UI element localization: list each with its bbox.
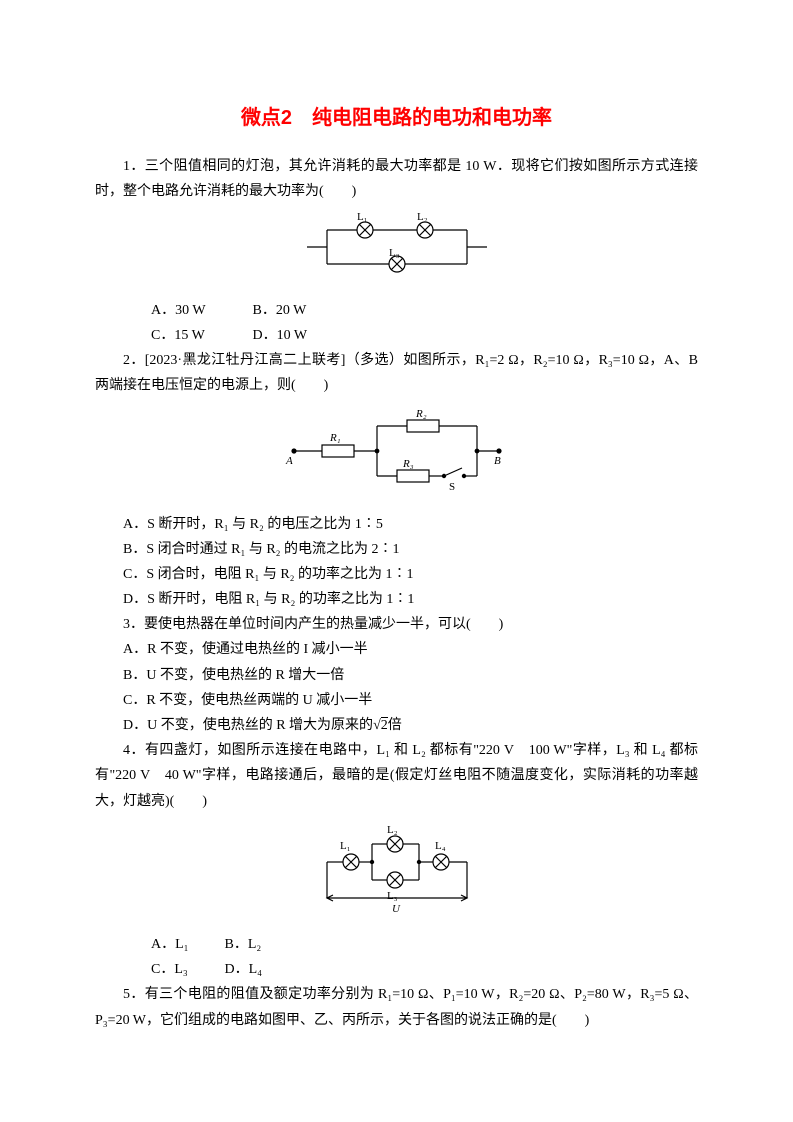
q1-optD: D．10 W bbox=[225, 323, 323, 348]
svg-text:U: U bbox=[392, 903, 401, 915]
q4-options-row2: C．L₃ D．L₄ bbox=[95, 957, 698, 982]
q3-optD: D．U 不变，使电热丝的 R 增大为原来的√2倍 bbox=[95, 713, 698, 738]
q3-stem: 3．要使电热器在单位时间内产生的热量减少一半，可以( ) bbox=[95, 612, 698, 637]
q4-optB: B．L₂ bbox=[197, 932, 267, 957]
svg-text:R₃: R₃ bbox=[402, 458, 414, 470]
q1-optA: A．30 W bbox=[123, 298, 221, 323]
svg-text:L₁: L₁ bbox=[340, 840, 351, 852]
svg-text:L₃: L₃ bbox=[389, 247, 400, 259]
q2-optD: D．S 断开时，电阻 R₁ 与 R₂ 的功率之比为 1∶1 bbox=[95, 587, 698, 612]
svg-text:L₄: L₄ bbox=[435, 840, 446, 852]
q3-optD-post: 倍 bbox=[388, 718, 402, 733]
svg-text:B: B bbox=[494, 455, 501, 467]
q1-stem: 1．三个阻值相同的灯泡，其允许消耗的最大功率都是 10 W．现将它们按如图所示方… bbox=[95, 154, 698, 204]
q1-figure: L₁ L₂ L₃ bbox=[95, 212, 698, 291]
q1-optB: B．20 W bbox=[225, 298, 323, 323]
q1-options-row1: A．30 W B．20 W bbox=[95, 298, 698, 323]
q2-stem: 2．[2023·黑龙江牡丹江高二上联考]（多选）如图所示，R₁=2 Ω，R₂=1… bbox=[95, 348, 698, 398]
q5-stem: 5．有三个电阻的阻值及额定功率分别为 R₁=10 Ω、P₁=10 W，R₂=20… bbox=[95, 982, 698, 1032]
svg-text:S: S bbox=[449, 481, 455, 493]
q3-optD-sqrt: 2 bbox=[381, 717, 388, 733]
svg-text:L₂: L₂ bbox=[387, 824, 398, 836]
section-title: 微点2 纯电阻电路的电功和电功率 bbox=[95, 100, 698, 136]
circuit-four-lamps-icon: L₁ L₂ L₃ L₄ U bbox=[307, 822, 487, 917]
q4-optA: A．L₁ bbox=[123, 932, 193, 957]
q2-figure: A B R₁ R₂ R₃ S bbox=[95, 406, 698, 505]
q2-optA: A．S 断开时，R₁ 与 R₂ 的电压之比为 1∶5 bbox=[95, 512, 698, 537]
q1-options-row2: C．15 W D．10 W bbox=[95, 323, 698, 348]
svg-text:L₂: L₂ bbox=[417, 212, 428, 223]
svg-text:L₁: L₁ bbox=[357, 212, 368, 223]
q2-optB: B．S 闭合时通过 R₁ 与 R₂ 的电流之比为 2∶1 bbox=[95, 537, 698, 562]
q3-optD-pre: D．U 不变，使电热丝的 R 增大为原来的 bbox=[123, 718, 373, 733]
q4-options-row1: A．L₁ B．L₂ bbox=[95, 932, 698, 957]
q4-optD: D．L₄ bbox=[197, 957, 267, 982]
sqrt-icon: √ bbox=[373, 718, 381, 733]
svg-text:R₁: R₁ bbox=[329, 432, 341, 444]
circuit-lamp-parallel-icon: L₁ L₂ L₃ bbox=[307, 212, 487, 282]
q4-optC: C．L₃ bbox=[123, 957, 193, 982]
svg-text:A: A bbox=[285, 455, 293, 467]
q1-optC: C．15 W bbox=[123, 323, 221, 348]
q4-stem: 4．有四盏灯，如图所示连接在电路中，L₁ 和 L₂ 都标有"220 V 100 … bbox=[95, 738, 698, 814]
q3-optA: A．R 不变，使通过电热丝的 I 减小一半 bbox=[95, 637, 698, 662]
q2-optC: C．S 闭合时，电阻 R₁ 与 R₂ 的功率之比为 1∶1 bbox=[95, 562, 698, 587]
svg-text:R₂: R₂ bbox=[415, 408, 427, 420]
svg-text:L₃: L₃ bbox=[387, 890, 398, 902]
circuit-series-parallel-icon: A B R₁ R₂ R₃ S bbox=[282, 406, 512, 496]
q3-optB: B．U 不变，使电热丝的 R 增大一倍 bbox=[95, 663, 698, 688]
q4-figure: L₁ L₂ L₃ L₄ U bbox=[95, 822, 698, 926]
q3-optC: C．R 不变，使电热丝两端的 U 减小一半 bbox=[95, 688, 698, 713]
